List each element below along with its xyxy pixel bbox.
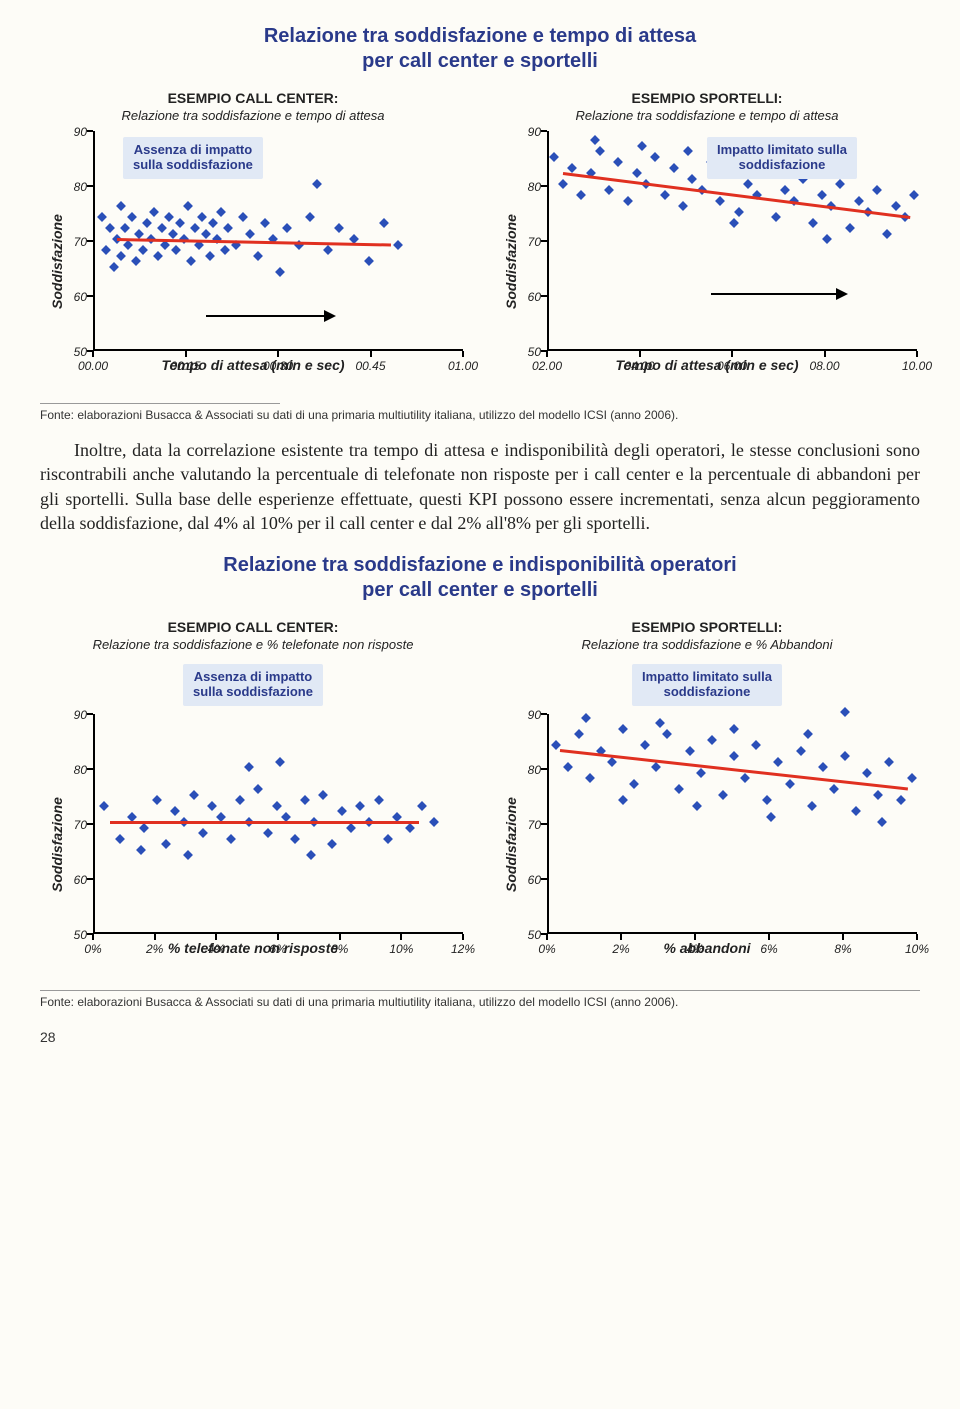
s2-right-sub: Relazione tra soddisfazione e % Abbandon… <box>581 637 832 652</box>
section1-title: Relazione tra soddisfazione e tempo di a… <box>40 24 920 74</box>
fonte-rule-2 <box>40 990 920 991</box>
s1-left-sub: Relazione tra soddisfazione e tempo di a… <box>121 108 384 123</box>
section2-title: Relazione tra soddisfazione e indisponib… <box>40 553 920 603</box>
s1-left-chart: Assenza di impattosulla soddisfazione So… <box>43 131 463 373</box>
s2-left-ex: ESEMPIO CALL CENTER: <box>168 619 339 635</box>
s1-right-chart: Impatto limitato sullasoddisfazione Sodd… <box>497 131 917 373</box>
s2-right-chart: Soddisfazione 50607080900%2%4%6%8%10% % … <box>497 714 917 956</box>
s2-left-chart: Soddisfazione 50607080900%2%4%6%8%10%12%… <box>43 714 463 956</box>
s2-fonte: Fonte: elaborazioni Busacca & Associati … <box>40 995 920 1009</box>
s2-right-ex: ESEMPIO SPORTELLI: <box>632 619 783 635</box>
section1-charts: ESEMPIO CALL CENTER: Relazione tra soddi… <box>40 90 920 373</box>
s1-left-ex: ESEMPIO CALL CENTER: <box>168 90 339 106</box>
section2-charts: ESEMPIO CALL CENTER: Relazione tra soddi… <box>40 619 920 956</box>
page-number: 28 <box>40 1029 920 1045</box>
s1-fonte: Fonte: elaborazioni Busacca & Associati … <box>40 408 920 422</box>
fonte-rule-1 <box>40 403 280 404</box>
s1-right-sub: Relazione tra soddisfazione e tempo di a… <box>575 108 838 123</box>
body-paragraph: Inoltre, data la correlazione esistente … <box>40 438 920 535</box>
s2-left-sub: Relazione tra soddisfazione e % telefona… <box>93 637 414 652</box>
s1-right-ex: ESEMPIO SPORTELLI: <box>632 90 783 106</box>
